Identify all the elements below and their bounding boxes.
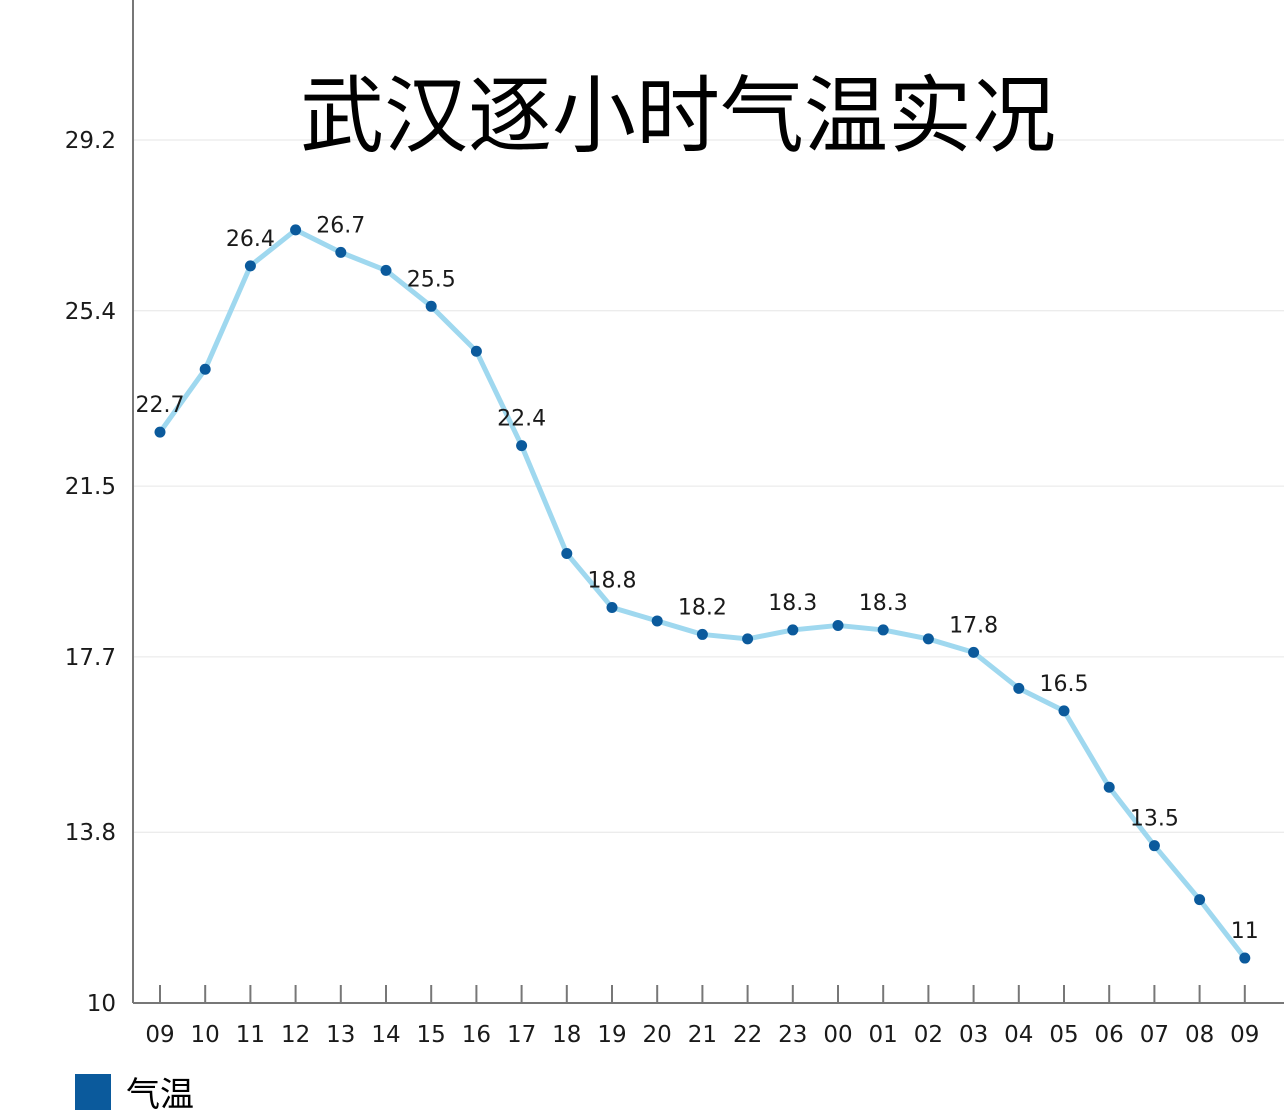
data-point	[1239, 952, 1251, 964]
data-point	[154, 426, 166, 438]
data-point	[1194, 894, 1206, 906]
x-tick-label: 19	[597, 1022, 626, 1048]
data-label: 25.5	[407, 267, 456, 292]
x-tick-label: 13	[326, 1022, 355, 1048]
y-tick-label: 21.5	[65, 474, 116, 500]
x-tick-label: 23	[778, 1022, 807, 1048]
x-tick-label: 20	[643, 1022, 672, 1048]
data-point	[1103, 781, 1115, 793]
y-axis-tick-labels: 10 13.8 17.7 21.5 25.4 29.2	[65, 128, 116, 1017]
grid-lines	[133, 139, 1284, 833]
data-point	[199, 363, 211, 375]
data-point	[516, 440, 528, 452]
data-label: 18.2	[678, 595, 727, 620]
data-point	[335, 246, 347, 258]
data-point	[832, 619, 844, 631]
legend-label: 气温	[126, 1075, 194, 1115]
data-point	[1148, 840, 1160, 852]
data-label: 16.5	[1040, 672, 1089, 697]
x-tick-label: 22	[733, 1022, 762, 1048]
series-line	[157, 227, 1248, 961]
x-tick-label: 09	[145, 1022, 174, 1048]
x-tick-label: 21	[688, 1022, 717, 1048]
x-tick-label: 09	[1230, 1022, 1259, 1048]
x-tick-label: 18	[552, 1022, 581, 1048]
data-point	[696, 628, 708, 640]
x-tick-label: 11	[236, 1022, 265, 1048]
x-tick-label: 00	[823, 1022, 852, 1048]
chart-title: 武汉逐小时气温实况	[300, 67, 1056, 165]
x-tick-label: 08	[1185, 1022, 1214, 1048]
data-label: 26.7	[316, 213, 365, 238]
data-label: 13.5	[1130, 807, 1179, 832]
data-point	[742, 633, 754, 645]
data-point	[470, 345, 482, 357]
data-point	[380, 264, 392, 276]
y-tick-label: 17.7	[65, 645, 116, 671]
data-point	[1058, 705, 1070, 717]
x-tick-label: 04	[1004, 1022, 1033, 1048]
x-tick-label: 15	[417, 1022, 446, 1048]
data-point	[561, 548, 573, 560]
data-label: 18.3	[859, 591, 908, 616]
x-tick-label: 16	[462, 1022, 491, 1048]
data-point	[922, 633, 934, 645]
x-tick-label: 03	[959, 1022, 988, 1048]
data-point	[1013, 682, 1025, 694]
legend-swatch	[75, 1074, 111, 1110]
y-tick-label: 13.8	[65, 820, 116, 846]
data-label: 18.3	[768, 591, 817, 616]
data-point	[244, 260, 256, 272]
x-axis-ticks: 09 10 11 12 13 14 15 16 17 18 19 20 21 22 23 00 01 02 03 04…	[145, 985, 1259, 1048]
x-tick-label: 06	[1095, 1022, 1124, 1048]
x-tick-label: 07	[1140, 1022, 1169, 1048]
y-tick-label: 25.4	[65, 299, 116, 325]
x-tick-label: 05	[1049, 1022, 1078, 1048]
x-tick-label: 10	[191, 1022, 220, 1048]
data-point	[425, 300, 437, 312]
data-point	[787, 624, 799, 636]
axes	[132, 0, 1284, 1004]
data-point	[877, 624, 889, 636]
x-tick-label: 12	[281, 1022, 310, 1048]
x-tick-label: 01	[869, 1022, 898, 1048]
data-label: 18.8	[588, 568, 637, 593]
data-point	[606, 601, 618, 613]
data-label: 11	[1231, 919, 1259, 944]
data-label: 26.4	[226, 227, 275, 252]
y-tick-label: 10	[87, 991, 116, 1017]
data-label: 22.4	[497, 407, 546, 432]
series-temperature	[154, 224, 1251, 964]
data-label: 22.7	[136, 393, 185, 418]
data-point	[290, 224, 302, 236]
legend: 气温	[75, 1074, 194, 1115]
y-tick-label: 29.2	[65, 128, 116, 154]
data-labels: 22.7 26.4 26.7 25.5 22.4 18.8 18.2 18.3 18.3 17.8…	[136, 213, 1259, 944]
x-tick-label: 17	[507, 1022, 536, 1048]
data-label: 17.8	[949, 613, 998, 638]
x-tick-label: 02	[914, 1022, 943, 1048]
data-point	[968, 646, 980, 658]
x-tick-label: 14	[371, 1022, 400, 1048]
data-point	[651, 615, 663, 627]
